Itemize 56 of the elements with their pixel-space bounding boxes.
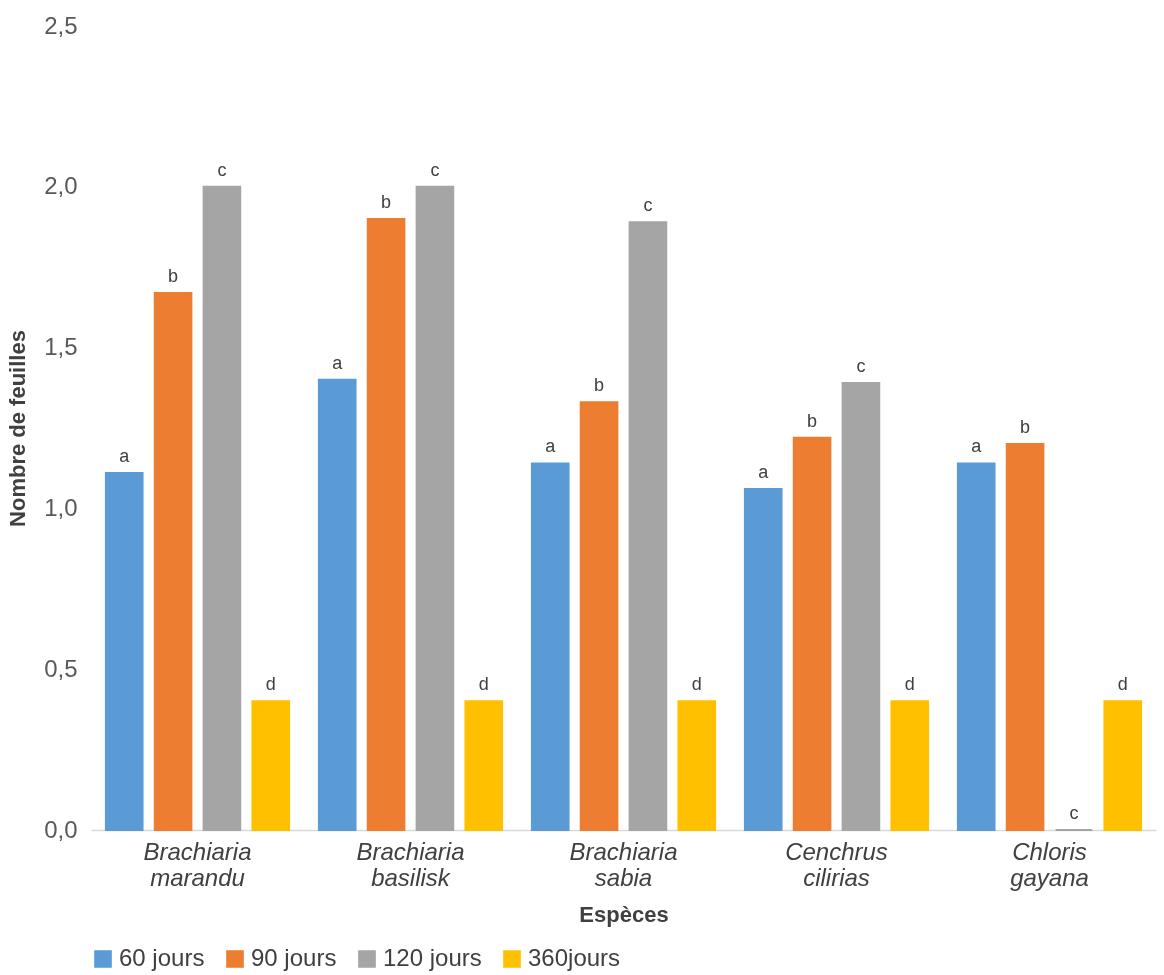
bar	[628, 221, 668, 831]
x-tick-label: Chloris gayana	[1010, 837, 1089, 891]
x-tick-label: Cenchrus cilirias	[785, 837, 888, 891]
legend-label: 60 jours	[119, 944, 205, 971]
bar	[153, 291, 193, 831]
bar	[792, 436, 832, 831]
legend-label: 120 jours	[383, 944, 482, 971]
y-tick-label: 1,0	[44, 493, 78, 521]
data-label: a	[545, 436, 557, 457]
data-label: c	[643, 195, 653, 216]
y-tick-label: 0,0	[44, 815, 78, 843]
bar	[1005, 443, 1045, 831]
bar	[530, 462, 570, 831]
bar	[251, 700, 291, 831]
bar	[956, 462, 996, 831]
data-label: d	[265, 674, 276, 695]
data-label: b	[807, 410, 818, 431]
data-label: a	[971, 436, 983, 457]
bar	[317, 378, 357, 831]
bar	[579, 401, 619, 831]
bar	[743, 488, 783, 831]
data-label: d	[1117, 674, 1128, 695]
data-label: a	[119, 446, 131, 467]
x-tick-label: Brachiaria sabia	[569, 837, 678, 891]
data-label: c	[856, 355, 866, 376]
data-label: b	[594, 375, 605, 396]
y-tick-label: 1,5	[44, 333, 78, 361]
data-label: c	[430, 159, 440, 180]
data-label: b	[381, 191, 392, 212]
legend-label: 90 jours	[251, 944, 337, 971]
data-label: a	[758, 462, 770, 483]
bar	[464, 700, 504, 831]
data-label: b	[1020, 417, 1031, 438]
y-axis-title: Nombre de feuilles	[5, 330, 31, 527]
x-tick-label: Brachiaria basilisk	[356, 837, 465, 891]
data-label: b	[168, 265, 179, 286]
data-label: d	[904, 674, 915, 695]
legend-label: 360jours	[528, 944, 621, 971]
bar	[841, 381, 881, 831]
bar	[415, 185, 455, 831]
data-label: c	[217, 159, 227, 180]
data-label: a	[332, 352, 344, 373]
bar	[366, 217, 406, 831]
x-axis-title: Espèces	[579, 901, 669, 927]
y-tick-label: 0,5	[44, 654, 78, 682]
bar	[1103, 700, 1143, 831]
bar	[677, 700, 717, 831]
bar	[890, 700, 930, 831]
bar	[104, 472, 144, 831]
data-label: c	[1069, 803, 1079, 823]
bar	[202, 185, 242, 831]
data-label: d	[691, 674, 702, 695]
x-tick-label: Brachiaria marandu	[143, 837, 252, 891]
y-tick-label: 2,5	[44, 11, 78, 39]
y-tick-label: 2,0	[44, 172, 78, 200]
data-label: d	[478, 674, 489, 695]
